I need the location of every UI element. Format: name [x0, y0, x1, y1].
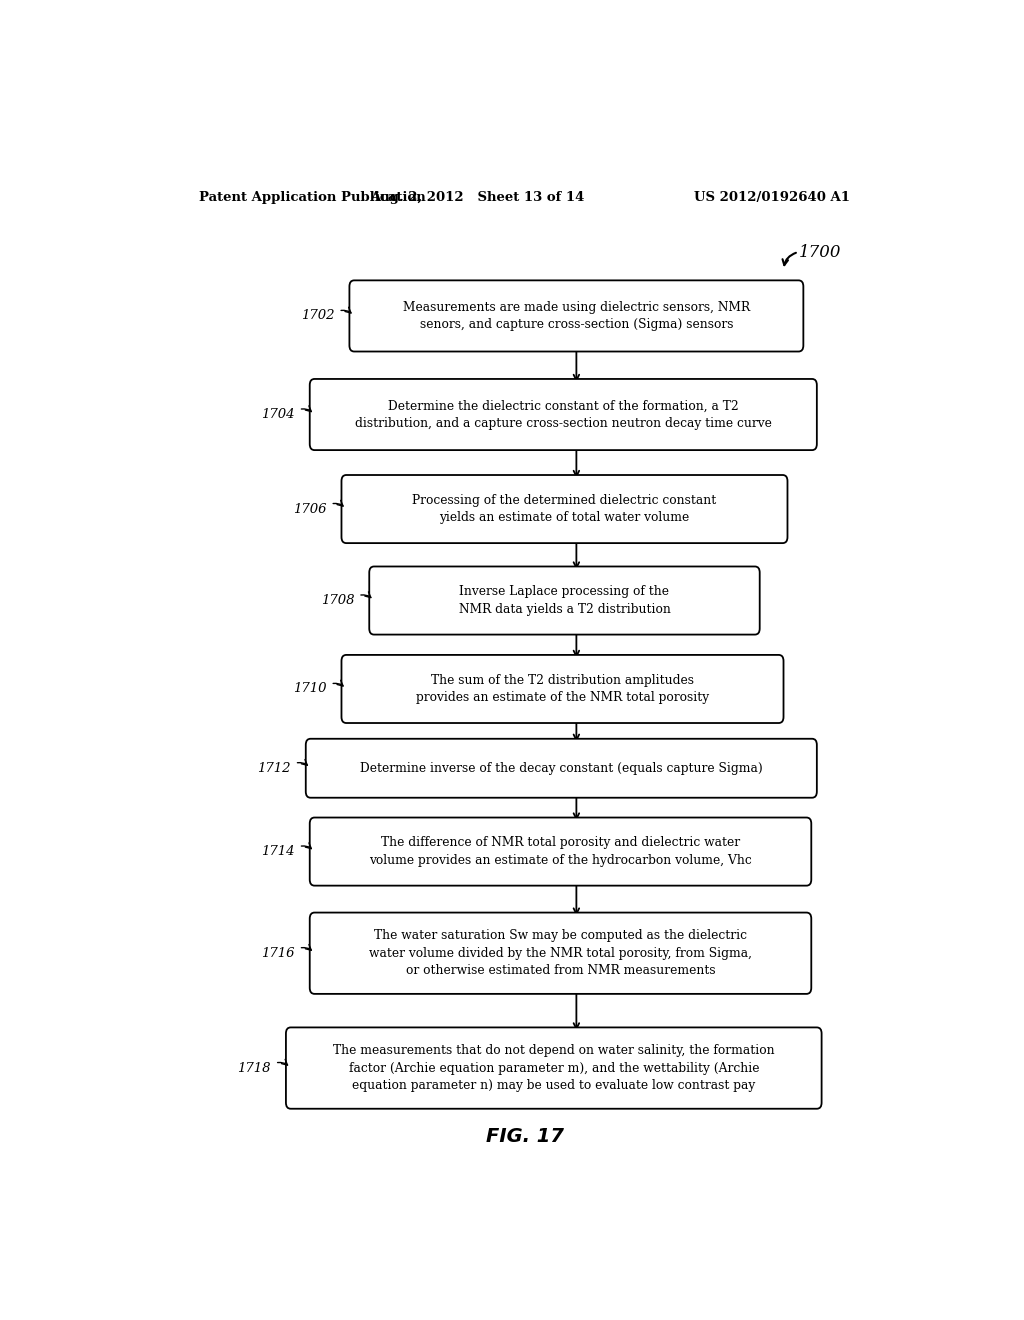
- FancyBboxPatch shape: [309, 912, 811, 994]
- Text: The difference of NMR total porosity and dielectric water
volume provides an est: The difference of NMR total porosity and…: [369, 837, 752, 867]
- FancyBboxPatch shape: [349, 280, 804, 351]
- Text: The measurements that do not depend on water salinity, the formation
factor (Arc: The measurements that do not depend on w…: [333, 1044, 774, 1092]
- Text: 1708: 1708: [321, 594, 354, 607]
- Text: The sum of the T2 distribution amplitudes
provides an estimate of the NMR total : The sum of the T2 distribution amplitude…: [416, 673, 709, 704]
- FancyBboxPatch shape: [309, 379, 817, 450]
- Text: Measurements are made using dielectric sensors, NMR
senors, and capture cross-se: Measurements are made using dielectric s…: [402, 301, 750, 331]
- Text: 1706: 1706: [293, 503, 327, 516]
- Text: 1714: 1714: [261, 845, 295, 858]
- Text: Determine the dielectric constant of the formation, a T2
distribution, and a cap: Determine the dielectric constant of the…: [355, 399, 772, 430]
- Text: The water saturation Sw may be computed as the dielectric
water volume divided b: The water saturation Sw may be computed …: [369, 929, 752, 977]
- Text: 1716: 1716: [261, 946, 295, 960]
- FancyBboxPatch shape: [341, 475, 787, 543]
- Text: FIG. 17: FIG. 17: [485, 1127, 564, 1146]
- Text: 1704: 1704: [261, 408, 295, 421]
- Text: Aug. 2, 2012   Sheet 13 of 14: Aug. 2, 2012 Sheet 13 of 14: [370, 190, 585, 203]
- Text: Inverse Laplace processing of the
NMR data yields a T2 distribution: Inverse Laplace processing of the NMR da…: [459, 585, 671, 616]
- FancyBboxPatch shape: [286, 1027, 821, 1109]
- Text: US 2012/0192640 A1: US 2012/0192640 A1: [694, 190, 850, 203]
- Text: 1718: 1718: [238, 1061, 270, 1074]
- FancyBboxPatch shape: [370, 566, 760, 635]
- Text: 1700: 1700: [799, 244, 841, 261]
- Text: 1712: 1712: [257, 762, 291, 775]
- FancyBboxPatch shape: [309, 817, 811, 886]
- Text: Determine inverse of the decay constant (equals capture Sigma): Determine inverse of the decay constant …: [359, 762, 763, 775]
- Text: 1710: 1710: [293, 682, 327, 696]
- Text: Patent Application Publication: Patent Application Publication: [200, 190, 426, 203]
- FancyBboxPatch shape: [341, 655, 783, 723]
- Text: Processing of the determined dielectric constant
yields an estimate of total wat: Processing of the determined dielectric …: [413, 494, 717, 524]
- FancyBboxPatch shape: [306, 739, 817, 797]
- Text: 1702: 1702: [301, 309, 334, 322]
